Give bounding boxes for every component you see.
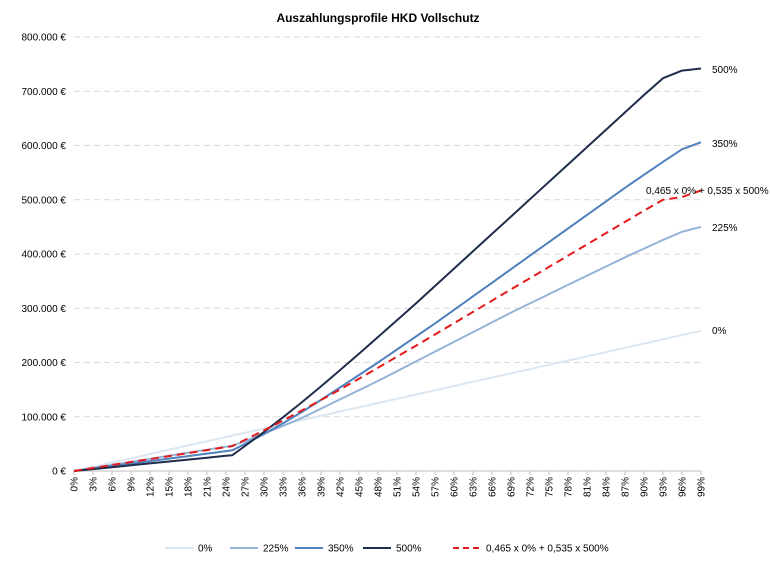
- x-tick-label: 81%: [583, 477, 594, 497]
- x-tick-label: 30%: [260, 477, 271, 497]
- x-tick-label: 27%: [241, 477, 252, 497]
- x-tick-label: 33%: [279, 477, 290, 497]
- legend-label-3: 500%: [396, 544, 422, 555]
- x-tick-label: 12%: [146, 477, 157, 497]
- x-tick-label: 87%: [621, 477, 632, 497]
- x-tick-label: 42%: [336, 477, 347, 497]
- x-tick-label: 0%: [70, 477, 81, 492]
- x-tick-label: 51%: [393, 477, 404, 497]
- series-line-2: [73, 141, 702, 472]
- legend-label-1: 225%: [263, 544, 289, 555]
- x-tick-label: 39%: [317, 477, 328, 497]
- end-label-4: 0,465 x 0% + 0,535 x 500%: [646, 186, 769, 197]
- x-tick-label: 18%: [184, 477, 195, 497]
- y-tick-label: 500.000 €: [22, 195, 67, 206]
- y-tick-label: 600.000 €: [22, 141, 67, 152]
- series-line-3: [73, 67, 702, 472]
- x-tick-label: 36%: [298, 477, 309, 497]
- y-tick-label: 200.000 €: [22, 358, 67, 369]
- x-tick-label: 57%: [431, 477, 442, 497]
- chart-title: Auszahlungsprofile HKD Vollschutz: [276, 11, 479, 25]
- x-tick-label: 84%: [602, 477, 613, 497]
- x-tick-label: 21%: [203, 477, 214, 497]
- y-axis: 0 € 100.000 € 200.000 € 300.000 € 400.000 € 5…: [22, 33, 67, 478]
- gridlines: [74, 36, 701, 418]
- x-tick-label: 66%: [488, 477, 499, 497]
- y-tick-label: 800.000 €: [22, 33, 67, 44]
- x-tick-label: 78%: [564, 477, 575, 497]
- x-tick-label: 75%: [545, 477, 556, 497]
- end-label-3: 500%: [712, 65, 738, 76]
- x-tick-label: 15%: [165, 477, 176, 497]
- legend-label-4: 0,465 x 0% + 0,535 x 500%: [486, 544, 609, 555]
- x-tick-label: 24%: [222, 477, 233, 497]
- x-tick-label: 93%: [659, 477, 670, 497]
- end-label-2: 350%: [712, 139, 738, 150]
- x-tick-label: 69%: [507, 477, 518, 497]
- x-tick-label: 72%: [526, 477, 537, 497]
- series-lines: [73, 67, 702, 472]
- x-tick-label: 99%: [697, 477, 708, 497]
- legend-label-0: 0%: [198, 544, 213, 555]
- x-tick-label: 63%: [469, 477, 480, 497]
- end-label-1: 225%: [712, 223, 738, 234]
- x-tick-label: 96%: [678, 477, 689, 497]
- x-tick-label: 48%: [374, 477, 385, 497]
- x-tick-label: 6%: [108, 477, 119, 492]
- series-end-labels: 0% 225% 350% 500% 0,465 x 0% + 0,535 x 500%: [646, 65, 769, 337]
- y-tick-label: 400.000 €: [22, 250, 67, 261]
- y-tick-label: 0 €: [52, 467, 66, 478]
- x-tick-label: 3%: [89, 477, 100, 492]
- series-line-4: [73, 189, 702, 472]
- x-tick-label: 45%: [355, 477, 366, 497]
- x-tick-label: 9%: [127, 477, 138, 492]
- x-tick-label: 54%: [412, 477, 423, 497]
- x-axis: 0% 3% 6% 9% 12% 15% 18% 21% 24% 27% 30% 33% 36% 39% 42…: [70, 470, 708, 497]
- legend-label-2: 350%: [328, 544, 354, 555]
- legend: 0% 225% 350% 500% 0,465 x 0% + 0,535 x 500%: [165, 544, 609, 555]
- y-tick-label: 700.000 €: [22, 87, 67, 98]
- y-tick-label: 300.000 €: [22, 304, 67, 315]
- y-tick-label: 100.000 €: [22, 412, 67, 423]
- series-line-0: [73, 329, 702, 472]
- series-line-1: [73, 225, 702, 472]
- x-tick-label: 60%: [450, 477, 461, 497]
- end-label-0: 0%: [712, 326, 727, 337]
- x-tick-label: 90%: [640, 477, 651, 497]
